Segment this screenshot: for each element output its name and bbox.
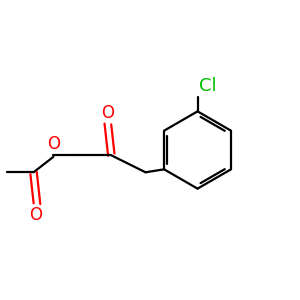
Text: O: O bbox=[47, 135, 60, 153]
Text: O: O bbox=[29, 206, 42, 224]
Text: O: O bbox=[101, 104, 114, 122]
Text: Cl: Cl bbox=[199, 77, 217, 95]
